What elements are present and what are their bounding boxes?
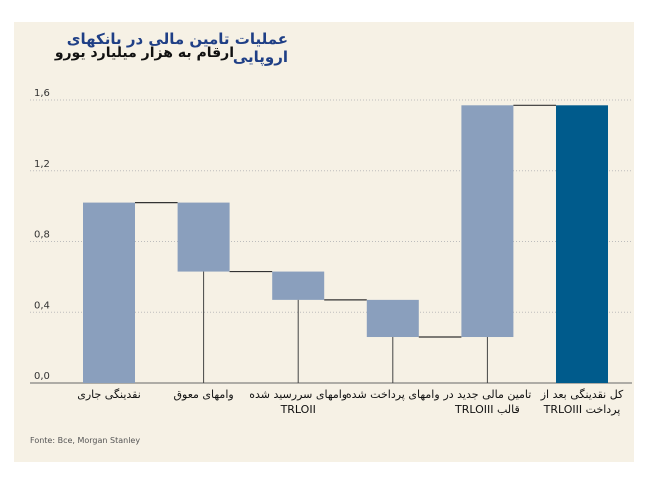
source-note: Fonte: Bce, Morgan Stanley	[30, 436, 140, 445]
category-label: نقدینگی جاری	[55, 387, 163, 402]
bar	[83, 203, 135, 383]
y-tick-label: 1,2	[34, 159, 50, 170]
y-tick-label: 0,8	[34, 230, 50, 241]
category-label: وامهای سررسید شده TRLOII	[244, 387, 352, 417]
y-tick-label: 0,0	[34, 371, 50, 382]
category-label: کل نقدینگی بعد از پرداخت TRLOIII	[528, 387, 636, 417]
category-label: وامهای معوق	[150, 387, 258, 402]
bar	[461, 105, 513, 337]
bar	[367, 300, 419, 337]
y-tick-label: 1,6	[34, 88, 50, 99]
category-label: تامین مالی جدید در قالب TRLOIII	[433, 387, 541, 417]
bar	[556, 105, 608, 383]
category-label: وامهای پرداخت شده	[339, 387, 447, 402]
bar	[178, 203, 230, 272]
bar	[272, 272, 324, 300]
y-tick-label: 0,4	[34, 300, 50, 311]
